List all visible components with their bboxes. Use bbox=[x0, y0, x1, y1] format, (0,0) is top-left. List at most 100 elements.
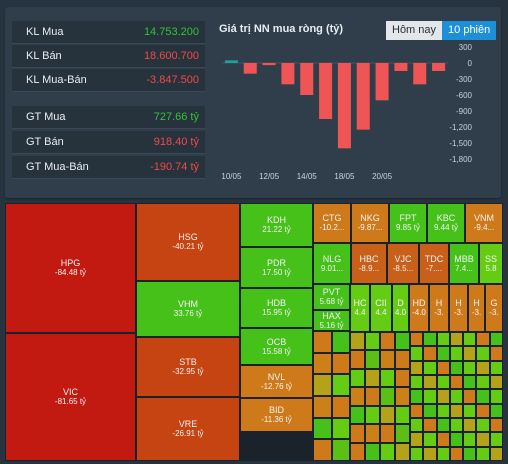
treemap-tile-h[interactable]: H -3. bbox=[468, 284, 485, 332]
bar[interactable] bbox=[394, 63, 408, 71]
treemap-tile-small[interactable] bbox=[395, 424, 410, 443]
bar[interactable] bbox=[413, 63, 427, 85]
treemap-tile-tdc[interactable]: TDC -7.... bbox=[419, 243, 449, 284]
treemap-tile-small[interactable] bbox=[410, 389, 424, 404]
treemap-tile-small[interactable] bbox=[380, 424, 395, 443]
treemap-tile-small[interactable] bbox=[489, 332, 503, 347]
treemap-tile-small[interactable] bbox=[436, 389, 450, 404]
treemap-tile-d[interactable]: D 4.0 bbox=[392, 284, 409, 332]
treemap-tile-small[interactable] bbox=[463, 418, 477, 433]
treemap-tile-kdh[interactable]: KDH 21.22 tỷ bbox=[240, 203, 313, 247]
treemap-tile-small[interactable] bbox=[395, 350, 410, 369]
bar[interactable] bbox=[375, 63, 389, 101]
treemap-tile-hdb[interactable]: HDB 15.95 tỷ bbox=[240, 288, 313, 328]
treemap-tile-small[interactable] bbox=[463, 432, 477, 447]
treemap-tile-small[interactable] bbox=[489, 375, 503, 390]
treemap-tile-small[interactable] bbox=[380, 350, 395, 369]
treemap-tile-pvt[interactable]: PVT 5.68 tỷ bbox=[313, 284, 350, 310]
bar[interactable] bbox=[243, 63, 257, 74]
treemap-tile-small[interactable] bbox=[463, 332, 477, 347]
bar[interactable] bbox=[224, 60, 238, 63]
treemap-tile-small[interactable] bbox=[350, 405, 365, 425]
treemap-tile-small[interactable] bbox=[365, 368, 380, 388]
treemap-tile-small[interactable] bbox=[331, 396, 350, 418]
treemap-tile-small[interactable] bbox=[436, 375, 450, 390]
treemap-tile-small[interactable] bbox=[489, 389, 503, 404]
treemap-tile-small[interactable] bbox=[423, 432, 437, 447]
treemap-tile-small[interactable] bbox=[463, 346, 477, 361]
treemap-tile-small[interactable] bbox=[476, 418, 490, 433]
treemap-tile-small[interactable] bbox=[350, 442, 365, 461]
treemap-tile-small[interactable] bbox=[313, 417, 332, 440]
treemap-tile-small[interactable] bbox=[380, 368, 395, 388]
treemap-tile-small[interactable] bbox=[423, 360, 437, 375]
treemap-tile-small[interactable] bbox=[410, 403, 424, 418]
treemap-tile-cii[interactable]: CII 4.4 bbox=[370, 284, 392, 332]
treemap-tile-small[interactable] bbox=[395, 332, 410, 351]
treemap-tile-small[interactable] bbox=[331, 352, 350, 375]
treemap-tile-small[interactable] bbox=[380, 387, 395, 406]
treemap-tile-small[interactable] bbox=[410, 375, 424, 390]
treemap-tile-vhm[interactable]: VHM 33.76 tỷ bbox=[136, 281, 240, 337]
treemap-tile-small[interactable] bbox=[350, 424, 365, 443]
treemap-tile-small[interactable] bbox=[423, 389, 437, 404]
treemap-tile-mbb[interactable]: MBB 7.4... bbox=[449, 243, 479, 284]
treemap-tile-small[interactable] bbox=[410, 360, 424, 375]
treemap-tile-small[interactable] bbox=[449, 346, 464, 361]
treemap-tile-vnm[interactable]: VNM -9.4... bbox=[465, 203, 503, 243]
treemap-tile-small[interactable] bbox=[476, 332, 490, 347]
treemap-tile-hax[interactable]: HAX 5.16 tỷ bbox=[313, 310, 350, 331]
treemap-tile-small[interactable] bbox=[436, 403, 450, 418]
treemap-tile-small[interactable] bbox=[449, 403, 464, 418]
treemap-tile-small[interactable] bbox=[489, 432, 503, 447]
treemap-tile-small[interactable] bbox=[436, 346, 450, 361]
treemap-tile-vic[interactable]: VIC -81.65 tỷ bbox=[5, 333, 136, 461]
treemap-tile-small[interactable] bbox=[380, 442, 395, 461]
treemap-tile-nlg[interactable]: NLG 9.01... bbox=[313, 243, 351, 284]
treemap-tile-small[interactable] bbox=[331, 439, 350, 461]
treemap-tile-small[interactable] bbox=[476, 375, 490, 390]
treemap-tile-vjc[interactable]: VJC -8.5... bbox=[387, 243, 419, 284]
treemap-tile-small[interactable] bbox=[313, 374, 332, 396]
treemap-tile-small[interactable] bbox=[436, 332, 450, 347]
treemap-tile-small[interactable] bbox=[410, 432, 424, 447]
treemap-tile-small[interactable] bbox=[423, 446, 437, 461]
treemap-tile-small[interactable] bbox=[365, 387, 380, 406]
treemap-tile-small[interactable] bbox=[463, 389, 477, 404]
treemap-tile-small[interactable] bbox=[410, 418, 424, 433]
treemap-tile-small[interactable] bbox=[331, 331, 350, 353]
treemap-tile-stb[interactable]: STB -32.95 tỷ bbox=[136, 337, 240, 397]
treemap-tile-small[interactable] bbox=[476, 389, 490, 404]
treemap-tile-small[interactable] bbox=[365, 442, 380, 461]
treemap-tile-small[interactable] bbox=[365, 350, 380, 369]
treemap-tile-bid[interactable]: BID -11.36 tỷ bbox=[240, 398, 313, 432]
treemap-tile-small[interactable] bbox=[380, 405, 395, 425]
treemap-tile-fpt[interactable]: FPT 9.85 tỷ bbox=[389, 203, 427, 243]
treemap-tile-small[interactable] bbox=[331, 417, 350, 440]
treemap-tile-small[interactable] bbox=[489, 346, 503, 361]
treemap-tile-small[interactable] bbox=[436, 446, 450, 461]
treemap-tile-small[interactable] bbox=[331, 374, 350, 396]
treemap-tile-ss[interactable]: SS 5.8 bbox=[479, 243, 503, 284]
treemap-tile-small[interactable] bbox=[350, 350, 365, 369]
treemap-tile-small[interactable] bbox=[449, 360, 464, 375]
bar[interactable] bbox=[337, 63, 351, 149]
treemap-tile-small[interactable] bbox=[365, 405, 380, 425]
treemap-tile-hsg[interactable]: HSG -40.21 tỷ bbox=[136, 203, 240, 281]
treemap-tile-small[interactable] bbox=[476, 360, 490, 375]
treemap-tile-small[interactable] bbox=[423, 346, 437, 361]
treemap-tile-small[interactable] bbox=[449, 432, 464, 447]
treemap-tile-small[interactable] bbox=[423, 375, 437, 390]
treemap-tile-small[interactable] bbox=[489, 446, 503, 461]
treemap-tile-hpg[interactable]: HPG -84.48 tỷ bbox=[5, 203, 136, 333]
ten-sessions-button[interactable]: 10 phiên bbox=[442, 21, 497, 40]
treemap-tile-small[interactable] bbox=[395, 442, 410, 461]
treemap-tile-h[interactable]: H -3. bbox=[429, 284, 449, 332]
treemap-tile-small[interactable] bbox=[463, 360, 477, 375]
treemap-tile-small[interactable] bbox=[436, 432, 450, 447]
bar[interactable] bbox=[432, 63, 446, 71]
treemap-tile-small[interactable] bbox=[476, 446, 490, 461]
treemap-tile-small[interactable] bbox=[395, 405, 410, 425]
treemap-tile-small[interactable] bbox=[489, 418, 503, 433]
treemap-tile-small[interactable] bbox=[449, 375, 464, 390]
